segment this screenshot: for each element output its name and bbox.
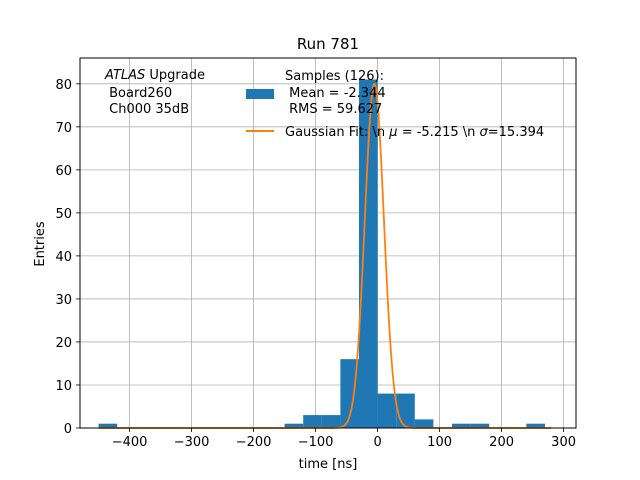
x-tick-label: −100 <box>298 435 334 450</box>
histogram-bar <box>303 415 322 428</box>
x-tick-label: 200 <box>489 435 514 450</box>
legend-fit-part-b: = -5.215 \n <box>398 125 480 140</box>
annotation-upgrade: Upgrade <box>145 68 205 83</box>
legend-hist-line1: Samples (126): <box>285 69 384 84</box>
histogram-bar <box>377 393 397 428</box>
y-tick-label: 0 <box>64 422 72 437</box>
x-tick-label: 300 <box>551 435 576 450</box>
y-tick-label: 20 <box>55 336 72 351</box>
x-axis-label: time [ns] <box>299 457 358 472</box>
axis-ticks: −400 −300 −200 −100 0 100 200 300 0 10 20 30 40 50 60 7… <box>55 78 576 450</box>
y-tick-label: 40 <box>55 250 72 265</box>
annotation-line1: ATLAS Upgrade <box>104 68 205 83</box>
histogram-bar <box>414 419 434 428</box>
histogram-bar <box>526 423 545 428</box>
annotation-line3: Ch000 35dB <box>105 102 189 117</box>
legend-hist-line3: RMS = 59.627 <box>285 102 382 117</box>
histogram-bar <box>284 423 304 428</box>
histogram-bar <box>98 423 118 428</box>
x-tick-label: −200 <box>236 435 272 450</box>
legend-fit-label: Gaussian Fit: \n μ = -5.215 \n σ=15.394 <box>285 125 544 140</box>
y-tick-label: 70 <box>55 121 72 136</box>
legend-fit-part-c: =15.394 <box>488 125 544 140</box>
atlas-annotation: ATLAS Upgrade Board260 Ch000 35dB <box>104 68 205 117</box>
x-tick-label: −300 <box>174 435 210 450</box>
axes-frame <box>79 57 577 429</box>
annotation-line2: Board260 <box>105 86 172 101</box>
y-tick-label: 80 <box>55 78 72 93</box>
legend: Samples (126): Mean = -2.344 RMS = 59.62… <box>246 69 544 140</box>
plot-frame <box>79 57 577 429</box>
legend-hist-line2: Mean = -2.344 <box>285 86 386 101</box>
histogram-bar <box>396 393 415 428</box>
x-tick-label: 0 <box>373 435 381 450</box>
legend-fit-mu: μ <box>388 125 397 140</box>
legend-fit-part-a: Gaussian Fit: \n <box>285 125 389 140</box>
legend-hist-swatch <box>246 89 274 99</box>
legend-fit-sigma: σ <box>480 125 489 140</box>
y-tick-label: 50 <box>55 207 72 222</box>
x-tick-label: −400 <box>112 435 148 450</box>
annotation-atlas: ATLAS <box>104 68 145 83</box>
y-axis-label: Entries <box>33 221 48 267</box>
x-tick-label: 100 <box>427 435 452 450</box>
y-tick-label: 10 <box>55 379 72 394</box>
histogram-bar <box>452 423 471 428</box>
y-tick-label: 60 <box>55 164 72 179</box>
histogram-bar <box>470 423 490 428</box>
grid-lines <box>80 58 576 429</box>
histogram-bar <box>321 415 341 428</box>
histogram-bar <box>359 79 378 428</box>
y-tick-label: 30 <box>55 293 72 308</box>
histogram-bar <box>340 359 359 428</box>
histogram-bars <box>98 79 545 428</box>
chart-title: Run 781 <box>297 35 359 53</box>
